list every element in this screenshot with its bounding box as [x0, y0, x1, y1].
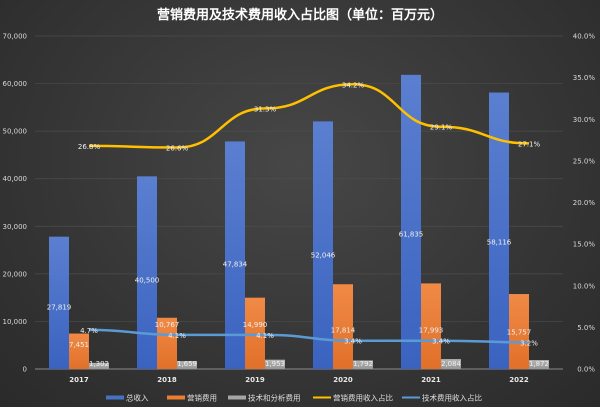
left-tick-label: 20,000	[3, 270, 28, 278]
line-data-label: 29.1%	[430, 124, 453, 132]
category-label: 2021	[421, 376, 441, 384]
bar-2	[89, 362, 109, 369]
line-data-label: 26.6%	[166, 145, 189, 153]
bar-2	[529, 360, 549, 369]
category-label: 2020	[333, 376, 353, 384]
line-series-0	[88, 83, 530, 149]
bar-data-label: 1,302	[89, 360, 109, 368]
bar-data-label: 58,116	[487, 239, 512, 247]
line-data-label: 34.2%	[342, 81, 365, 89]
right-tick-label: 20.0%	[573, 199, 596, 207]
bar-data-label: 10,767	[155, 321, 180, 329]
legend-label: 技术和分析费用	[248, 393, 301, 403]
bar-0	[49, 236, 69, 369]
right-tick-label: 5.0%	[577, 324, 595, 332]
line-data-label: 4.7%	[80, 327, 98, 335]
line-data-label: 3.4%	[344, 338, 362, 346]
bar-2	[353, 360, 373, 369]
bar-1	[421, 283, 441, 369]
bar-data-label: 27,819	[47, 303, 72, 311]
chart-title: 营销费用及技术费用收入占比图（单位：百万元）	[157, 7, 443, 23]
line-data-label: 27.1%	[518, 140, 541, 148]
bar-1	[509, 294, 529, 369]
line-series-1	[88, 328, 530, 344]
category-label: 2019	[245, 376, 265, 384]
bar-1	[69, 333, 89, 369]
legend-label: 营销费用	[187, 393, 217, 403]
bar-1	[245, 297, 265, 369]
legend-label: 营销费用收入占比	[333, 393, 393, 403]
category-label: 2017	[69, 376, 89, 384]
bar-1	[333, 284, 353, 369]
bar-1	[157, 317, 177, 369]
bar-0	[401, 74, 421, 369]
line-data-label: 4.1%	[256, 332, 274, 340]
bar-0	[313, 121, 333, 369]
line-data-label: 4.1%	[168, 332, 186, 340]
bar-data-label: 1,659	[177, 360, 197, 368]
bar-2	[265, 359, 285, 369]
right-tick-label: 25.0%	[573, 157, 596, 165]
bar-0	[489, 92, 509, 370]
bar-data-label: 47,834	[223, 261, 248, 269]
bar-0	[137, 176, 157, 369]
bar-data-label: 15,757	[507, 328, 532, 336]
line-data-label: 26.8%	[78, 143, 101, 151]
left-tick-label: 40,000	[3, 175, 28, 183]
right-tick-label: 40.0%	[573, 33, 596, 41]
bar-data-label: 40,500	[135, 276, 160, 284]
bar-2	[441, 359, 461, 369]
left-tick-label: 50,000	[3, 128, 28, 136]
bar-data-label: 17,814	[331, 327, 356, 335]
right-tick-label: 15.0%	[573, 241, 596, 249]
right-tick-label: 30.0%	[573, 116, 596, 124]
line-data-label: 31.3%	[254, 105, 277, 113]
left-tick-label: 70,000	[3, 33, 28, 41]
bar-data-label: 17,993	[419, 327, 444, 335]
left-tick-label: 60,000	[3, 80, 28, 88]
right-tick-label: 35.0%	[573, 74, 596, 82]
legend-label: 技术费用收入占比	[422, 393, 482, 403]
category-label: 2018	[157, 376, 177, 384]
bar-data-label: 61,835	[399, 231, 424, 239]
legend-swatch	[228, 395, 246, 400]
line-data-label: 3.2%	[520, 339, 538, 347]
bar-data-label: 52,046	[311, 252, 336, 260]
line-data-label: 3.4%	[432, 338, 450, 346]
bar-2	[177, 361, 197, 369]
bar-data-label: 1,872	[529, 360, 549, 368]
left-tick-label: 30,000	[3, 223, 28, 231]
bar-data-label: 1,953	[265, 360, 285, 368]
right-tick-label: 10.0%	[573, 282, 596, 290]
right-tick-label: 0.0%	[577, 366, 595, 374]
left-tick-label: 0	[23, 366, 27, 374]
legend-swatch	[167, 395, 185, 400]
bar-data-label: 1,792	[353, 360, 373, 368]
bar-data-label: 7,451	[69, 341, 89, 349]
left-tick-label: 10,000	[3, 318, 28, 326]
bar-data-label: 14,990	[243, 321, 268, 329]
bar-0	[225, 141, 245, 369]
legend-label: 总收入	[126, 393, 149, 403]
legend-swatch	[106, 395, 124, 400]
category-label: 2022	[509, 376, 529, 384]
bar-data-label: 2,084	[441, 360, 462, 368]
